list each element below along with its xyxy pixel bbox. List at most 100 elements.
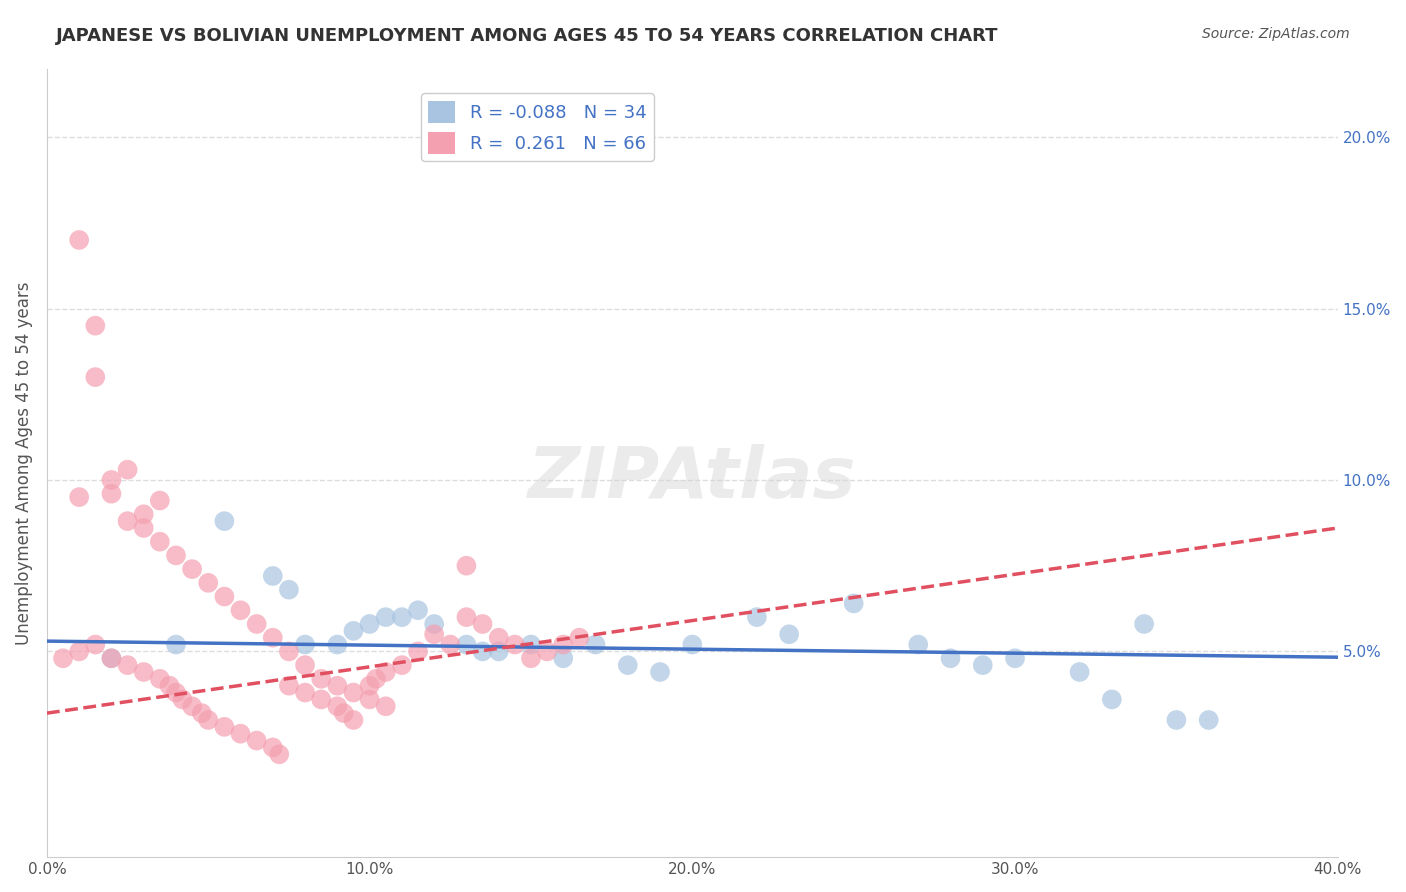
Point <box>326 679 349 693</box>
Point <box>181 699 204 714</box>
Point <box>374 665 396 679</box>
Point <box>488 631 510 645</box>
Point <box>132 521 155 535</box>
Point <box>294 638 316 652</box>
Point <box>100 651 122 665</box>
Point <box>520 638 543 652</box>
Point <box>214 514 236 528</box>
Point <box>536 644 558 658</box>
Point <box>326 699 349 714</box>
Point <box>972 658 994 673</box>
Point <box>342 685 364 699</box>
Point <box>359 692 381 706</box>
Point <box>406 644 429 658</box>
Point <box>117 658 139 673</box>
Point <box>342 713 364 727</box>
Point <box>67 233 90 247</box>
Point <box>191 706 214 720</box>
Point <box>406 603 429 617</box>
Point <box>277 644 299 658</box>
Point <box>423 627 446 641</box>
Point <box>648 665 671 679</box>
Y-axis label: Unemployment Among Ages 45 to 54 years: Unemployment Among Ages 45 to 54 years <box>15 281 32 645</box>
Point <box>1069 665 1091 679</box>
Point <box>326 638 349 652</box>
Point <box>471 644 494 658</box>
Point <box>374 699 396 714</box>
Point <box>197 575 219 590</box>
Point <box>277 679 299 693</box>
Point <box>471 617 494 632</box>
Point <box>488 644 510 658</box>
Point <box>391 610 413 624</box>
Point <box>246 617 269 632</box>
Point <box>100 473 122 487</box>
Point <box>52 651 75 665</box>
Point <box>294 658 316 673</box>
Point <box>1198 713 1220 727</box>
Point <box>246 733 269 747</box>
Point <box>214 720 236 734</box>
Point <box>165 638 187 652</box>
Point <box>165 685 187 699</box>
Point <box>159 679 181 693</box>
Point <box>778 627 800 641</box>
Point <box>309 672 332 686</box>
Point <box>229 727 252 741</box>
Point <box>907 638 929 652</box>
Point <box>342 624 364 638</box>
Point <box>172 692 194 706</box>
Point <box>374 610 396 624</box>
Point <box>456 610 478 624</box>
Point <box>842 596 865 610</box>
Point <box>391 658 413 673</box>
Point <box>269 747 291 762</box>
Point <box>149 493 172 508</box>
Text: JAPANESE VS BOLIVIAN UNEMPLOYMENT AMONG AGES 45 TO 54 YEARS CORRELATION CHART: JAPANESE VS BOLIVIAN UNEMPLOYMENT AMONG … <box>56 27 998 45</box>
Point <box>681 638 703 652</box>
Point <box>132 665 155 679</box>
Point <box>277 582 299 597</box>
Point <box>229 603 252 617</box>
Point <box>165 549 187 563</box>
Point <box>456 558 478 573</box>
Point <box>423 617 446 632</box>
Point <box>262 569 284 583</box>
Point <box>568 631 591 645</box>
Point <box>67 490 90 504</box>
Point <box>294 685 316 699</box>
Point <box>149 534 172 549</box>
Point <box>585 638 607 652</box>
Point <box>1101 692 1123 706</box>
Point <box>84 318 107 333</box>
Point <box>117 463 139 477</box>
Point <box>84 638 107 652</box>
Point <box>100 651 122 665</box>
Point <box>503 638 526 652</box>
Point <box>84 370 107 384</box>
Legend: R = -0.088   N = 34, R =  0.261   N = 66: R = -0.088 N = 34, R = 0.261 N = 66 <box>420 94 654 161</box>
Point <box>117 514 139 528</box>
Point <box>333 706 356 720</box>
Point <box>439 638 461 652</box>
Point <box>456 638 478 652</box>
Point <box>745 610 768 624</box>
Point <box>214 590 236 604</box>
Point <box>520 651 543 665</box>
Point <box>939 651 962 665</box>
Point <box>359 679 381 693</box>
Point <box>1004 651 1026 665</box>
Point <box>197 713 219 727</box>
Point <box>359 617 381 632</box>
Point <box>100 486 122 500</box>
Point <box>1133 617 1156 632</box>
Point <box>617 658 640 673</box>
Text: ZIPAtlas: ZIPAtlas <box>529 444 856 513</box>
Point <box>262 740 284 755</box>
Point <box>132 508 155 522</box>
Point <box>1166 713 1188 727</box>
Point <box>364 672 387 686</box>
Point <box>181 562 204 576</box>
Point <box>309 692 332 706</box>
Point <box>553 638 575 652</box>
